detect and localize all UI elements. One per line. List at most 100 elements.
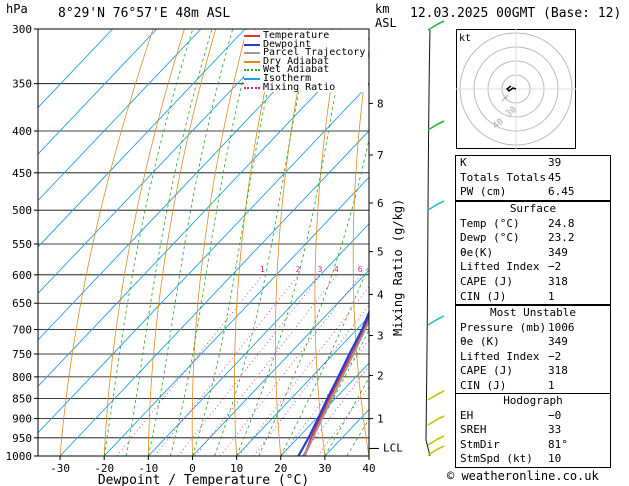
- wet-adiabat-line: [236, 29, 348, 456]
- temp-tick-label: -30: [50, 462, 70, 475]
- isotherm-line: [192, 269, 369, 456]
- mixing-ratio-label: 6: [358, 265, 363, 274]
- dry-adiabat-line: [275, 29, 310, 456]
- table-row: EH −0: [456, 409, 610, 424]
- row-value: 318: [548, 274, 568, 288]
- surface-title: Surface: [509, 202, 557, 215]
- wind-barb: [427, 20, 445, 31]
- row-label: CAPE (J): [460, 364, 513, 378]
- isotherm-line: [103, 176, 369, 456]
- pressure-tick-label: 850: [12, 392, 32, 405]
- isotherm-line: [280, 362, 369, 456]
- isotherm-line: [38, 29, 113, 109]
- legend-label: Dry Adiabat: [263, 55, 330, 67]
- dry-adiabat-line: [59, 29, 154, 456]
- legend-swatch: [244, 35, 260, 37]
- legend-swatch: [244, 86, 260, 89]
- table-row: SREH 33: [456, 423, 610, 438]
- row-label: SREH: [460, 423, 487, 437]
- row-label: Dewp (°C): [460, 231, 520, 245]
- row-value: −0: [548, 408, 562, 422]
- hodo-trace: [505, 85, 517, 92]
- mixing-ratio-label: 15: [415, 265, 425, 274]
- row-label: CIN (J): [460, 289, 507, 303]
- mixing-ratio-label: 20: [434, 265, 444, 274]
- isotherm-line: [59, 130, 369, 456]
- wet-adiabat-line: [324, 377, 369, 456]
- table-row: Totals Totals 45: [456, 171, 610, 186]
- table-row: θe (K) 349: [456, 335, 610, 350]
- row-value: 81°: [548, 437, 568, 451]
- row-value: 349: [548, 245, 568, 259]
- pressure-tick-label: 700: [12, 324, 32, 337]
- row-value: 1006: [548, 320, 575, 334]
- pressure-tick-label: 550: [12, 238, 32, 251]
- wind-barb: [427, 120, 445, 131]
- isotherm-line: [38, 29, 246, 248]
- wet-adiabat-line: [280, 263, 369, 456]
- wind-barb: [427, 315, 445, 326]
- series-dewpoint: [297, 309, 369, 456]
- wind-barb: [427, 390, 445, 401]
- row-label: Temp (°C): [460, 216, 520, 230]
- mixing-ratio-label: 3: [318, 265, 323, 274]
- table-row: θe(K) 349: [456, 246, 610, 261]
- table-row: Dewp (°C) 23.2: [456, 231, 610, 246]
- table-row: Lifted Index −2: [456, 350, 610, 365]
- wet-adiabat-line: [125, 29, 213, 456]
- pressure-tick-label: 800: [12, 371, 32, 384]
- pressure-tick-label: 950: [12, 432, 32, 445]
- temp-tick-label: 0: [189, 462, 196, 475]
- legend-label: Parcel Trajectory: [263, 47, 366, 59]
- legend-swatch: [244, 43, 260, 46]
- legend-label: Temperature: [263, 30, 330, 41]
- km-tick-label: 6: [377, 197, 384, 210]
- row-value: −2: [548, 260, 562, 274]
- km-tick-label: 3: [377, 330, 384, 343]
- isotherm-line: [38, 83, 369, 434]
- km-tick-label: 4: [377, 288, 384, 301]
- table-row: StmDir 81°: [456, 438, 610, 453]
- km-tick-label: 1: [377, 413, 384, 426]
- row-label: CIN (J): [460, 378, 507, 392]
- mixing-ratio-line: [317, 386, 369, 456]
- row-value: 318: [548, 364, 568, 378]
- row-label: CAPE (J): [460, 274, 513, 288]
- row-label: PW (cm): [460, 185, 507, 199]
- row-value: 23.2: [548, 231, 575, 245]
- temp-tick-label: 30: [318, 462, 331, 475]
- row-label: θe (K): [460, 335, 500, 349]
- isotherm-line: [38, 29, 334, 341]
- isotherm-line: [38, 29, 158, 155]
- plot-frame: [37, 28, 370, 457]
- temp-tick-label: 10: [230, 462, 243, 475]
- mixing-ratio-label: 4: [334, 265, 339, 274]
- series-parcel-trajectory: [303, 318, 369, 456]
- indices-table: K 39 Totals Totals 45 PW (cm) 6.45: [455, 155, 611, 201]
- row-value: 10: [548, 452, 562, 466]
- mixing-ratio-line: [116, 274, 264, 456]
- mixing-ratio-line: [177, 274, 321, 456]
- row-value: 1: [548, 289, 555, 303]
- row-value: 6.45: [548, 185, 575, 199]
- hodo-storm-motion: [501, 94, 509, 102]
- datetime-label: 12.03.2025 00GMT (Base: 12): [410, 6, 622, 21]
- wind-barb: [427, 435, 445, 446]
- row-value: −2: [548, 349, 562, 363]
- dry-adiabat-line: [352, 46, 369, 456]
- table-row: CIN (J) 1: [456, 290, 610, 305]
- row-value: 33: [548, 423, 562, 437]
- dry-adiabat-line: [147, 29, 217, 456]
- row-value: 24.8: [548, 216, 575, 230]
- legend-swatch: [244, 52, 260, 55]
- row-value: 39: [548, 156, 562, 169]
- legend-item: Dewpoint: [244, 39, 368, 49]
- row-value: 45: [548, 170, 562, 184]
- table-row: Lifted Index −2: [456, 260, 610, 275]
- temp-tick-label: 40: [362, 462, 375, 475]
- series-temperature: [303, 315, 369, 456]
- pressure-tick-label: 500: [12, 204, 32, 217]
- wind-barb: [427, 200, 445, 211]
- wet-adiabat-line: [214, 29, 313, 456]
